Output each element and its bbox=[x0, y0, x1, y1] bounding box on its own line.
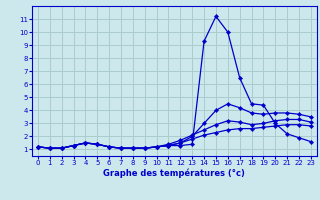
X-axis label: Graphe des températures (°c): Graphe des températures (°c) bbox=[103, 169, 245, 178]
